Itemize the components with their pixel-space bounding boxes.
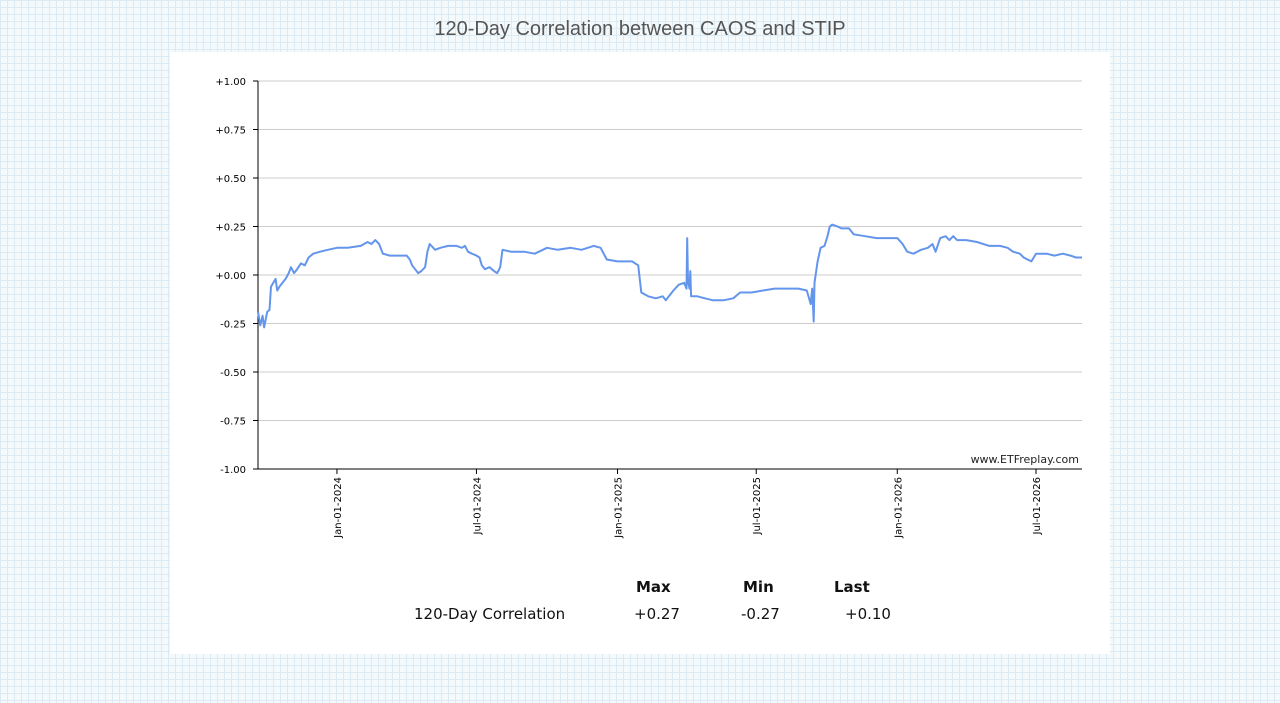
correlation-series-line: [257, 223, 1082, 329]
y-tick-label: +0.25: [215, 223, 246, 234]
x-tick-label: Jul-01-2024: [472, 477, 483, 535]
grid-lines: [258, 80, 1082, 470]
series-group: [257, 223, 1082, 329]
y-tick-label: -0.75: [220, 417, 246, 428]
y-tick-label: +0.75: [215, 126, 246, 137]
y-tick-label: -0.50: [220, 368, 246, 379]
x-tick-label: Jan-01-2024: [333, 477, 344, 539]
y-tick-label: +1.00: [215, 77, 246, 88]
chart-panel: +1.00 +0.75 +0.50 +0.25 +0.00 -0.25 -0.50 -0.75…: [170, 52, 1110, 654]
stats-value-last: +0.10: [845, 605, 891, 623]
stats-row-label: 120-Day Correlation: [414, 605, 566, 623]
y-tick-label: +0.00: [215, 271, 246, 282]
x-tick-label: Jul-01-2026: [1032, 477, 1043, 535]
axes: [253, 80, 1082, 474]
x-axis-tick-labels: Jan-01-2024 Jul-01-2024 Jan-01-2025 Jul-01-…: [333, 477, 1043, 539]
y-tick-label: -0.25: [220, 320, 246, 331]
x-tick-label: Jan-01-2025: [613, 477, 624, 539]
y-tick-label: -1.00: [220, 465, 246, 476]
x-tick-label: Jul-01-2025: [752, 477, 763, 535]
y-axis-tick-labels: +1.00 +0.75 +0.50 +0.25 +0.00 -0.25 -0.50 -0.75…: [215, 77, 246, 476]
stats-value-max: +0.27: [634, 605, 680, 623]
watermark-text: www.ETFreplay.com: [971, 453, 1079, 466]
y-tick-label: +0.50: [215, 174, 246, 185]
stats-value-min: -0.27: [741, 605, 780, 623]
page-title: 120-Day Correlation between CAOS and STI…: [434, 18, 846, 40]
correlation-chart: +1.00 +0.75 +0.50 +0.25 +0.00 -0.25 -0.50 -0.75…: [215, 77, 1082, 539]
x-tick-label: Jan-01-2026: [893, 477, 904, 539]
